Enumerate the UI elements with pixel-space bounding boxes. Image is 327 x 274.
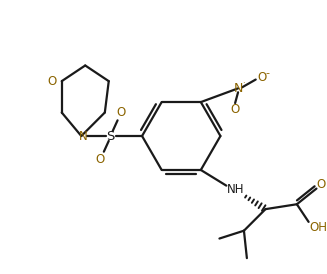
Text: OH: OH bbox=[309, 221, 327, 234]
Text: O: O bbox=[47, 75, 57, 88]
Text: O: O bbox=[95, 153, 105, 166]
Text: O: O bbox=[117, 106, 126, 119]
Text: O: O bbox=[257, 71, 266, 84]
Text: O: O bbox=[317, 178, 326, 191]
Text: N: N bbox=[79, 130, 88, 142]
Text: -: - bbox=[266, 68, 269, 78]
Text: O: O bbox=[231, 103, 240, 116]
Text: N: N bbox=[233, 82, 243, 95]
Text: NH: NH bbox=[227, 183, 245, 196]
Text: ·: · bbox=[242, 79, 245, 88]
Text: S: S bbox=[107, 130, 115, 142]
